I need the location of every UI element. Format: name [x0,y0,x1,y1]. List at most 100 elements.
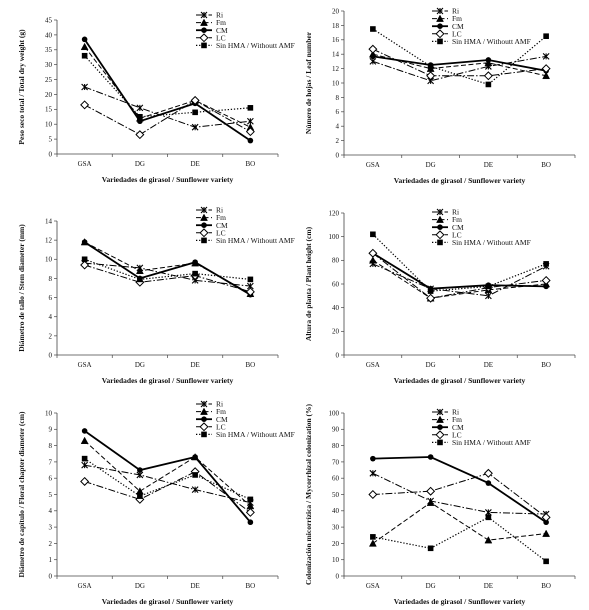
series-line-2 [372,55,547,72]
data-point-marker [135,130,145,140]
y-axis-title: Colonización micorrízica / Mycorrhizal c… [304,404,313,585]
data-point-marker [137,113,143,120]
y-tick-label: 45 [45,16,53,24]
x-tick-label: DE [190,361,199,369]
data-point-marker [368,539,377,547]
data-point-marker [137,276,143,283]
y-tick-label: 9 [49,426,53,434]
series-line-0 [372,472,547,515]
data-point-marker [485,57,492,63]
y-axis-title: Diámetro de capítulo / Floral chapter di… [17,411,26,578]
data-point-marker [426,71,436,81]
data-point-marker [541,512,551,522]
x-axis-title: Variedades de girasol / Sunflower variet… [394,176,526,185]
y-tick-label: 14 [45,217,53,225]
y-tick-label: 90 [332,426,340,434]
legend-label: Fm [216,213,226,222]
legend-label: Ri [216,206,223,215]
x-tick-label: DE [484,361,493,369]
legend-marker [201,416,207,423]
data-point-marker [191,123,199,131]
series-line-4 [84,55,251,118]
legend-label: CM [216,415,228,424]
x-tick-label: DG [426,582,436,590]
data-point-marker [370,455,376,462]
y-tick-label: 15 [45,106,53,114]
data-point-marker [80,42,89,51]
y-tick-label: 70 [332,458,340,466]
data-point-marker [541,64,551,74]
data-point-marker [369,469,377,477]
legend-label: LC [452,430,462,439]
legend-label: Sin HMA / Withoutt AMF [216,236,295,245]
series-line-4 [84,258,251,281]
x-tick-label: BO [246,160,256,168]
series-line-0 [372,263,547,297]
legend-label: Ri [452,208,459,217]
x-tick-label: GSA [366,361,380,369]
y-tick-label: 8 [336,94,340,102]
y-tick-label: 120 [329,209,340,217]
data-point-marker [247,519,254,526]
x-axis-title: Variedades de girasol / Sunflower variet… [102,376,234,385]
y-tick-label: 20 [332,328,340,336]
legend-marker [436,7,444,15]
y-tick-label: 10 [332,556,340,564]
legend-label: CM [452,423,464,432]
legend-label: LC [216,228,226,237]
data-point-marker [192,270,198,277]
legend-label: Ri [452,408,459,417]
y-tick-label: 8 [49,442,53,450]
legend-label: Fm [216,18,226,27]
series-line-2 [372,252,547,290]
legend-marker [201,42,207,49]
x-tick-label: BO [246,361,256,369]
legend-marker [199,33,209,43]
legend-marker [201,431,207,438]
data-point-marker [137,493,143,499]
data-point-marker [80,436,89,444]
data-point-marker [485,480,492,486]
legend-marker [436,14,444,22]
legend-marker [201,27,207,33]
series-line-1 [372,259,547,299]
data-point-marker [245,127,255,137]
y-tick-label: 40 [332,507,340,515]
data-point-marker [541,275,551,285]
x-tick-label: GSA [366,161,380,169]
data-point-marker [426,498,435,506]
legend-label: LC [452,29,462,38]
data-point-marker [543,283,549,290]
y-tick-label: 0 [49,572,53,580]
series-line-3 [84,264,251,293]
y-tick-label: 3 [49,524,53,532]
data-point-marker [370,53,376,60]
data-point-marker [137,467,143,473]
y-tick-label: 25 [45,76,53,84]
series-line-1 [84,440,251,507]
data-point-marker [247,276,254,283]
series-line-3 [372,252,547,299]
y-tick-label: 10 [45,409,53,417]
y-axis-title: Altura de planta / Plant height (cm) [304,226,313,341]
y-axis-title: Diámetro de tallo / Stem diameter (mm) [17,224,26,352]
chart-panel-3: 0 2 4 6 8 10 12 14 GSA DG DE BO Variedades de giraso… [17,206,295,385]
y-tick-label: 0 [336,351,340,359]
data-point-marker [427,63,434,70]
x-axis-title: Variedades de girasol / Sunflower variet… [102,175,234,184]
series-line-0 [84,464,251,504]
legend-marker [435,230,445,240]
legend-marker [437,239,443,246]
data-point-marker [426,486,436,496]
legend-marker [200,206,208,214]
legend-label: CM [452,22,464,31]
series-line-3 [84,99,251,136]
series-line-2 [84,241,251,296]
x-tick-label: BO [246,582,256,590]
y-axis-title: Peso seco total / Total dry weight (g) [17,29,26,145]
data-point-marker [192,109,198,116]
y-tick-label: 2 [336,137,340,145]
x-tick-label: DE [190,160,199,168]
x-tick-label: DE [190,582,199,590]
